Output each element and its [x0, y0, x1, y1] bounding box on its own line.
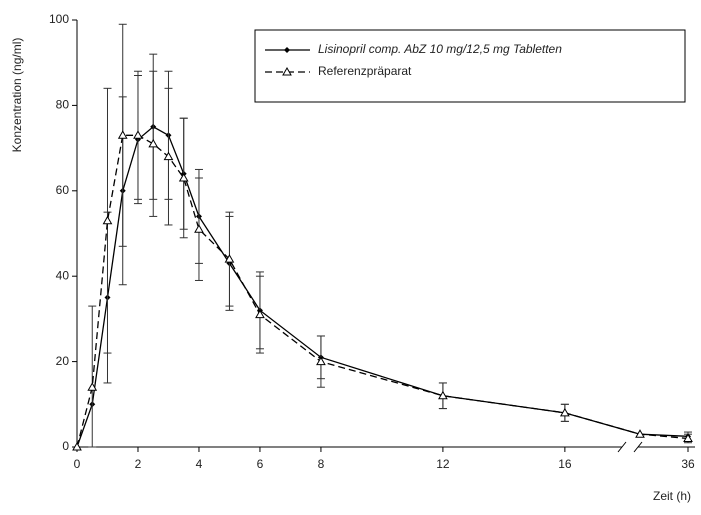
data-point: [102, 215, 113, 225]
x-tick-label: 36: [681, 457, 695, 471]
x-tick-label: 2: [135, 457, 142, 471]
legend-label: Lisinopril comp. AbZ 10 mg/12,5 mg Table…: [318, 42, 562, 56]
data-point: [224, 254, 235, 263]
data-point: [72, 441, 82, 451]
data-point: [148, 138, 159, 148]
legend-marker: [284, 47, 290, 53]
axis-break: [633, 441, 643, 453]
x-tick-label: 4: [196, 457, 203, 471]
legend-label: Referenzpräparat: [318, 64, 412, 78]
x-tick-label: 0: [74, 457, 81, 471]
legend-marker: [282, 66, 292, 76]
data-point: [163, 151, 174, 161]
y-tick-label: 40: [56, 268, 70, 282]
data-point: [117, 130, 128, 139]
data-point: [438, 390, 448, 400]
x-tick-label: 8: [318, 457, 325, 471]
x-tick-label: 6: [257, 457, 264, 471]
y-tick-label: 80: [56, 98, 70, 112]
y-axis-label: Konzentration (ng/ml): [10, 38, 24, 153]
data-point: [635, 429, 645, 438]
y-tick-label: 0: [62, 439, 69, 453]
y-tick-label: 60: [56, 183, 70, 197]
data-point: [316, 356, 326, 366]
data-point: [87, 382, 98, 391]
x-tick-label: 12: [436, 457, 450, 471]
series-line: [76, 134, 689, 448]
data-point: [133, 130, 143, 139]
data-point: [178, 172, 189, 182]
axis-break: [617, 441, 627, 453]
legend-box: [254, 29, 686, 103]
data-point: [683, 433, 693, 442]
x-axis-label: Zeit (h): [653, 489, 691, 503]
x-tick-label: 16: [558, 457, 572, 471]
data-point: [255, 309, 265, 319]
data-point: [560, 407, 570, 417]
data-point: [194, 224, 204, 233]
y-tick-label: 20: [56, 354, 70, 368]
y-tick-label: 100: [49, 12, 69, 26]
